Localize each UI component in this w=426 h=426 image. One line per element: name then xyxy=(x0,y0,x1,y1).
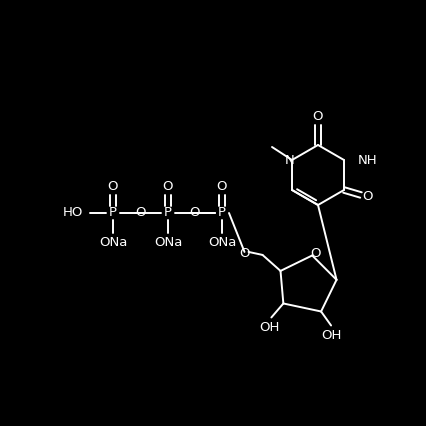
Text: O: O xyxy=(313,110,323,124)
Text: ONa: ONa xyxy=(99,236,127,248)
Text: OH: OH xyxy=(259,321,279,334)
Text: NH: NH xyxy=(358,153,377,167)
Text: O: O xyxy=(108,181,118,193)
Text: N: N xyxy=(285,155,295,167)
Text: O: O xyxy=(239,248,250,260)
Text: O: O xyxy=(190,207,200,219)
Text: O: O xyxy=(363,190,373,202)
Text: ONa: ONa xyxy=(208,236,236,248)
Text: O: O xyxy=(163,181,173,193)
Text: ONa: ONa xyxy=(154,236,182,248)
Text: OH: OH xyxy=(321,329,341,342)
Text: P: P xyxy=(164,207,172,219)
Text: O: O xyxy=(217,181,227,193)
Text: O: O xyxy=(310,247,320,260)
Text: P: P xyxy=(109,207,117,219)
Text: P: P xyxy=(218,207,226,219)
Text: O: O xyxy=(135,207,146,219)
Text: HO: HO xyxy=(63,207,83,219)
